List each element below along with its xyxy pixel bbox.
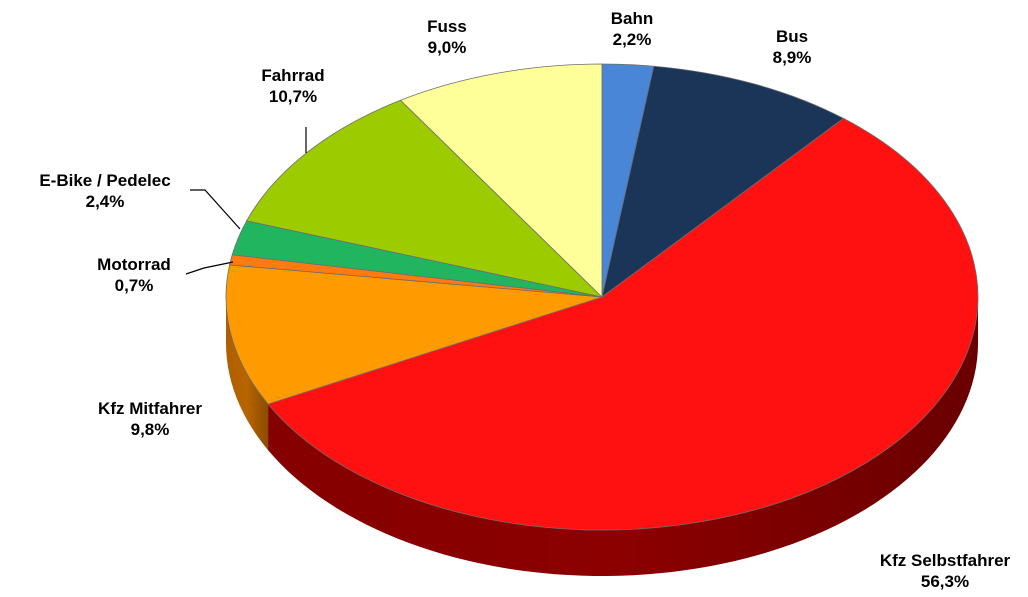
pie-slices xyxy=(225,63,979,531)
slice-label-name: Fuss xyxy=(427,17,467,36)
slice-label-name: Kfz Mitfahrer xyxy=(98,399,202,418)
slice-label-value: 2,4% xyxy=(86,192,125,211)
slice-label-name: E-Bike / Pedelec xyxy=(39,171,170,190)
pie-slice-kfz-selbstfahrer xyxy=(267,117,979,531)
pie-slice-fuss xyxy=(399,63,603,298)
slice-label-name: Motorrad xyxy=(97,255,171,274)
label-leader-lines xyxy=(185,127,307,275)
leader-line-e-bike-pedelec xyxy=(190,189,241,230)
slice-label-value: 8,9% xyxy=(773,48,812,67)
slice-label-kfz-mitfahrer: Kfz Mitfahrer 9,8% xyxy=(98,399,202,439)
pie-slice-kfz-mitfahrer xyxy=(225,264,603,405)
leader-line-motorrad xyxy=(185,261,234,275)
slice-label-value: 9,0% xyxy=(428,38,467,57)
slice-label-fahrrad: Fahrrad 10,7% xyxy=(261,66,324,106)
slice-side-shade-kfz-selbstfahrer xyxy=(268,297,979,576)
slice-label-value: 0,7% xyxy=(115,276,154,295)
pie-slice-fahrrad xyxy=(246,99,604,298)
slice-label-fuss: Fuss 9,0% xyxy=(427,17,467,57)
slice-label-name: Fahrrad xyxy=(261,66,324,85)
slice-label-bahn: Bahn 2,2% xyxy=(611,9,654,49)
slice-side-shade-kfz-mitfahrer xyxy=(226,297,269,451)
slice-label-bus: Bus 8,9% xyxy=(773,27,812,67)
slice-labels: Bahn 2,2% Bus 8,9%Kfz Selbstfahrer 56,3%Kfz … xyxy=(39,9,1010,591)
slice-label-name: Bahn xyxy=(611,9,654,28)
pie-slice-bus xyxy=(601,65,845,298)
pie-sides xyxy=(226,297,979,576)
slice-label-e-bike-pedelec: E-Bike / Pedelec 2,4% xyxy=(39,171,170,211)
slice-label-name: Bus xyxy=(776,27,808,46)
slice-label-name: Kfz Selbstfahrer xyxy=(880,551,1011,570)
slice-label-value: 56,3% xyxy=(921,572,969,591)
slice-label-value: 2,2% xyxy=(613,30,652,49)
slice-label-value: 10,7% xyxy=(269,87,317,106)
slice-label-motorrad: Motorrad 0,7% xyxy=(97,255,171,295)
slice-label-kfz-selbstfahrer: Kfz Selbstfahrer 56,3% xyxy=(880,551,1011,591)
slice-label-value: 9,8% xyxy=(131,420,170,439)
